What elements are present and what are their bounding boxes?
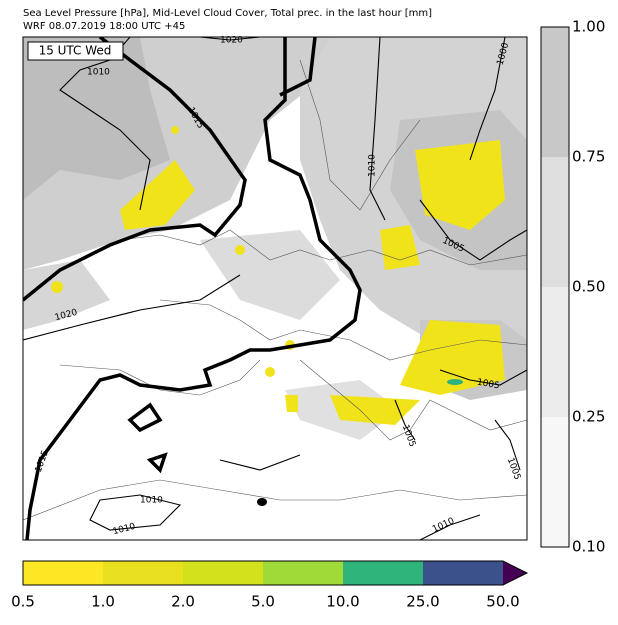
precip-colorbar: 0.5 1.0 2.0 5.0 10.0 25.0 50.0 [11,560,529,611]
colorbar-tick-label: 2.0 [171,593,195,611]
map: 15 UTC Wed 1020 1010 1015 1000 1010 1005… [22,36,528,541]
colorbar-tick-label: 0.10 [572,538,605,556]
contour-label: 1020 [220,36,243,46]
colorbar-tick-label: 10.0 [326,593,359,611]
colorbar-tick-label: 1.00 [572,18,605,36]
colorbar-tick-label: 5.0 [251,593,275,611]
colorbar-tick-label: 25.0 [406,593,439,611]
time-label: 15 UTC Wed [39,44,112,58]
title-line: Sea Level Pressure [hPa], Mid-Level Clou… [23,8,432,19]
contour-label: 1010 [140,496,163,506]
cloud-colorbar: 1.00 0.75 0.50 0.25 0.10 [540,18,605,556]
colorbar-tick-label: 0.75 [572,148,605,166]
contour-label: 1005 [476,378,500,392]
title-line: WRF 08.07.2019 18:00 UTC +45 [23,21,185,32]
time-label-box [27,41,124,61]
colorbar-tick-label: 0.25 [572,408,605,426]
colorbar-tick-label: 0.50 [572,278,605,296]
colorbar-tick-label: 0.5 [11,593,35,611]
contour-label: 1010 [87,68,110,78]
colorbar-tick-label: 50.0 [486,593,519,611]
contour-label: 1010 [368,154,378,177]
colorbar-tick-label: 1.0 [91,593,115,611]
